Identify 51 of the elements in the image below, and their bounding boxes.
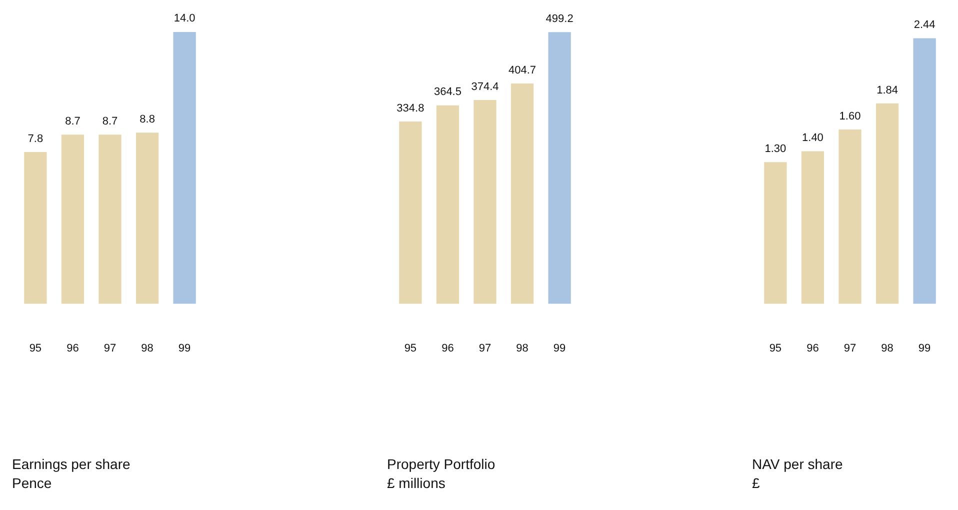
x-tick-label: 98 bbox=[516, 342, 528, 354]
data-label: 8.7 bbox=[102, 115, 118, 128]
x-tick-label: 97 bbox=[104, 342, 116, 354]
data-label: 14.0 bbox=[174, 12, 196, 25]
x-tick-label: 99 bbox=[918, 342, 931, 354]
bar bbox=[98, 134, 122, 304]
text: £ millions bbox=[387, 475, 446, 491]
data-label: 334.8 bbox=[396, 102, 424, 114]
bar bbox=[876, 103, 899, 304]
x-tick-label: 98 bbox=[141, 342, 154, 354]
data-label: 1.30 bbox=[764, 142, 786, 155]
data-label: 499.2 bbox=[546, 12, 574, 25]
bar bbox=[548, 32, 571, 304]
text: NAV per share bbox=[752, 456, 843, 472]
bar bbox=[510, 83, 534, 304]
bar bbox=[61, 134, 84, 304]
bar bbox=[136, 132, 159, 304]
data-label: 364.5 bbox=[434, 86, 462, 98]
text: £ bbox=[752, 475, 760, 491]
data-label: 404.7 bbox=[508, 64, 536, 76]
x-tick-label: 98 bbox=[881, 342, 894, 354]
data-label: 8.8 bbox=[140, 113, 155, 126]
x-tick-label: 99 bbox=[178, 342, 191, 354]
x-tick-label: 96 bbox=[806, 342, 819, 354]
data-label: 2.44 bbox=[914, 19, 936, 32]
bar bbox=[801, 151, 824, 304]
data-label: 374.4 bbox=[471, 80, 499, 93]
data-label: 1.40 bbox=[802, 132, 824, 144]
x-tick-label: 95 bbox=[29, 342, 42, 354]
bar bbox=[474, 100, 496, 304]
x-tick-label: 99 bbox=[553, 342, 566, 354]
bar bbox=[173, 32, 196, 304]
bar bbox=[913, 38, 936, 304]
text: Property Portfolio bbox=[387, 456, 496, 472]
x-tick-label: 97 bbox=[844, 342, 856, 354]
data-label: 8.7 bbox=[65, 115, 80, 128]
x-tick-label: 96 bbox=[66, 342, 79, 354]
x-tick-label: 96 bbox=[442, 342, 454, 354]
bar bbox=[838, 130, 862, 304]
data-label: 1.60 bbox=[839, 110, 861, 122]
text: Pence bbox=[12, 475, 52, 491]
bar bbox=[764, 162, 787, 304]
text: Earnings per share bbox=[12, 456, 130, 472]
data-label: 1.84 bbox=[876, 84, 898, 96]
bar bbox=[436, 105, 460, 304]
x-tick-label: 97 bbox=[478, 342, 492, 354]
bar bbox=[399, 121, 422, 304]
data-label: 7.8 bbox=[28, 132, 44, 145]
x-tick-label: 95 bbox=[769, 342, 782, 354]
bar bbox=[24, 152, 47, 304]
x-tick-label: 95 bbox=[404, 342, 417, 354]
